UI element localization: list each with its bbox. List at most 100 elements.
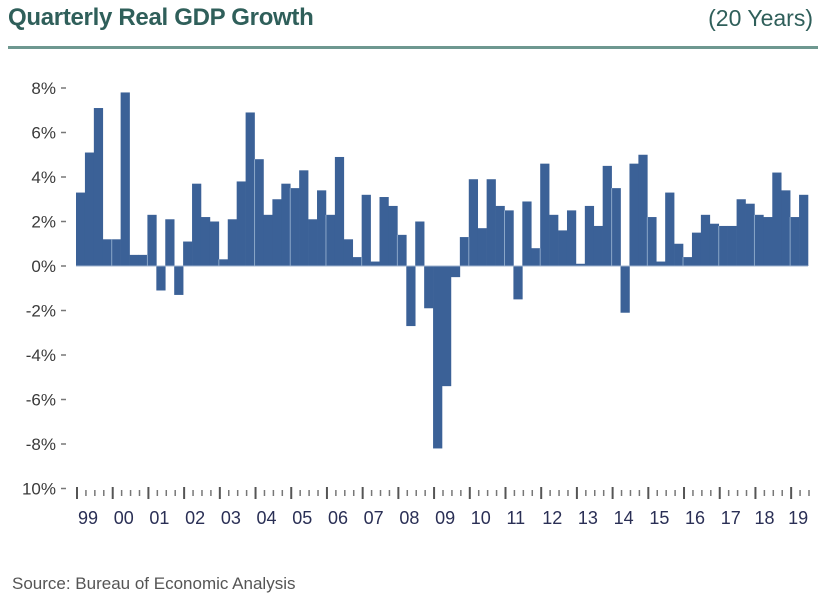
bar [647,217,657,266]
bar [629,163,639,266]
y-tick-label: 0% [31,257,56,276]
bar [379,197,389,266]
y-tick-label: 8% [31,79,56,98]
bar [334,156,345,266]
bar [691,232,702,267]
x-tick-label: 08 [399,508,419,528]
bar [531,248,541,266]
x-tick-label: 07 [364,508,384,528]
x-tick-label: 13 [578,508,598,528]
bar [495,205,505,266]
bar [183,241,193,266]
x-tick-label: 12 [542,508,562,528]
bar [602,165,612,267]
bar [317,190,327,266]
x-tick-label: 03 [221,508,241,528]
bars [76,92,809,449]
bar [254,159,264,266]
chart-subtitle: (20 Years) [708,5,813,31]
bar [593,225,603,266]
bar [406,266,416,327]
bar [138,254,148,267]
bar [477,228,487,266]
bar [93,108,104,266]
bar [540,163,550,266]
bar [584,205,595,266]
bar [450,266,461,278]
bar [111,239,121,266]
bar [218,259,229,266]
bar [165,219,175,266]
bar [442,266,452,387]
x-tick-label: 19 [788,508,808,528]
x-tick-label: 14 [614,508,634,528]
bar [566,210,577,267]
bar [763,217,773,266]
bar [486,179,496,266]
bar [272,199,282,266]
title-divider [8,46,818,49]
bar [236,181,246,266]
y-tick-label: -4% [26,346,56,365]
bar [424,266,434,309]
bar [459,237,470,266]
y-tick-label: -6% [26,391,56,410]
x-tick-label: 05 [292,508,312,528]
x-tick-label: 17 [721,508,741,528]
y-tick-label: 6% [31,124,56,143]
x-tick-label: 15 [649,508,669,528]
bar [352,257,362,266]
bar [683,257,693,266]
gdp-bar-chart: 8% 6% 4% 2% 0% -2% -4% -6% -8% 10% 99 00 01 02 03 04 05… [22,79,810,528]
bar [156,266,166,291]
bar [290,188,300,267]
bar [76,192,86,266]
bar [415,221,425,266]
y-axis: 8% 6% 4% 2% 0% -2% -4% -6% -8% 10% [22,79,66,499]
bar [620,266,630,313]
y-tick-label: 4% [31,168,56,187]
bar [281,183,291,266]
bar [799,194,809,266]
bar [700,214,711,266]
y-tick-label: 10% [22,480,56,499]
x-tick-label: 99 [78,508,98,528]
bar [754,214,764,266]
x-tick-label: 00 [114,508,134,528]
x-tick-label: 01 [149,508,169,528]
bar [147,214,157,266]
bar [638,154,648,266]
source-note: Source: Bureau of Economic Analysis [12,574,296,593]
bar [513,266,523,300]
bar [558,230,568,266]
x-axis: 99 00 01 02 03 04 05 06 07 08 09 10 11 12 13 14 15 16 17 18… [76,487,810,528]
bar [397,234,407,266]
bar [781,190,791,266]
y-tick-label: -8% [26,435,56,454]
bar [102,239,113,266]
bar [325,214,336,266]
bar [120,92,130,266]
bar [299,170,309,266]
bar [192,183,202,266]
bar [263,214,273,266]
bar [245,112,255,266]
bar [727,225,737,266]
chart-title: Quarterly Real GDP Growth [8,4,314,31]
bar [549,214,559,266]
bar [209,221,220,266]
x-tick-label: 06 [328,508,348,528]
bar [200,217,211,266]
bar [718,225,728,266]
bar [656,261,666,266]
x-tick-label: 10 [471,508,491,528]
x-tick-label: 02 [185,508,205,528]
bar [611,188,621,267]
bar [522,201,532,266]
bar [174,266,184,295]
x-tick-label: 09 [435,508,455,528]
bar [361,194,371,266]
bar [370,261,380,266]
bar [308,219,318,266]
x-tick-label: 18 [754,508,774,528]
